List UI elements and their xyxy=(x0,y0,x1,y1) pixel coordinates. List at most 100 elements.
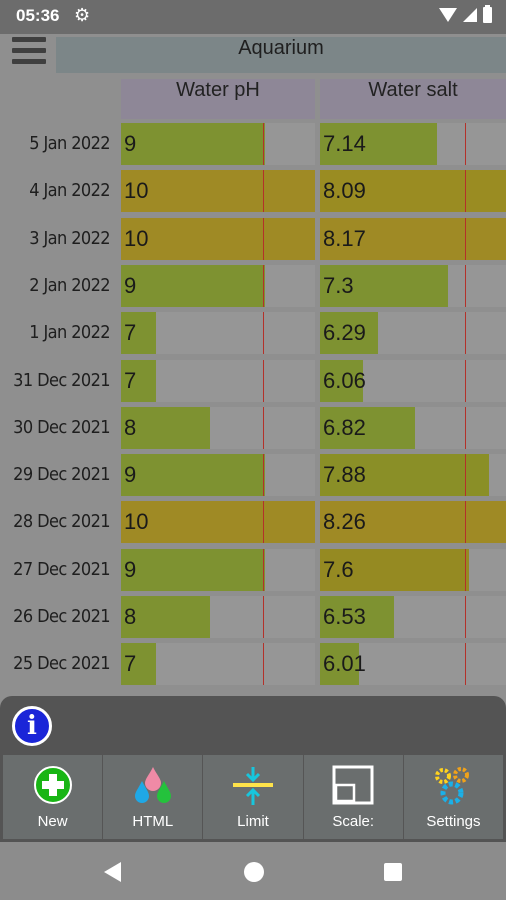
table-row[interactable]: 5 Jan 2022 9 7.14 xyxy=(0,121,506,168)
ph-value: 9 xyxy=(124,272,137,298)
ph-cell[interactable]: 8 xyxy=(121,406,315,449)
new-button[interactable]: New xyxy=(3,755,104,839)
limit-icon xyxy=(233,767,273,805)
ph-bar xyxy=(121,264,265,307)
salt-cell[interactable]: 7.88 xyxy=(320,454,506,497)
salt-cell[interactable]: 6.01 xyxy=(320,643,506,686)
salt-limit-line xyxy=(465,596,466,638)
ph-limit-line xyxy=(263,596,264,638)
ph-value: 8 xyxy=(124,604,137,629)
ph-bar xyxy=(121,643,156,686)
ph-bar xyxy=(121,596,211,638)
row-date: 27 Dec 2021 xyxy=(13,558,110,580)
toolbar: New HTML Limit Scale: Settings xyxy=(3,755,504,839)
salt-value: 8.26 xyxy=(323,509,366,535)
recents-icon[interactable] xyxy=(384,863,402,881)
back-icon[interactable] xyxy=(104,862,121,882)
salt-bar xyxy=(320,454,490,497)
ph-value: 10 xyxy=(124,178,149,204)
ph-cell[interactable]: 7 xyxy=(121,359,315,402)
ph-value: 7 xyxy=(124,651,137,677)
ph-value: 9 xyxy=(124,556,137,582)
salt-cell[interactable]: 6.82 xyxy=(320,406,506,449)
table-row[interactable]: 30 Dec 2021 8 6.82 xyxy=(0,405,506,452)
salt-value: 6.53 xyxy=(323,604,366,629)
menu-button[interactable] xyxy=(12,37,46,69)
info-button[interactable]: i xyxy=(12,706,52,746)
ph-limit-line xyxy=(263,501,264,544)
column-header-ph[interactable]: Water pH xyxy=(121,79,315,119)
salt-cell[interactable]: 8.17 xyxy=(320,217,506,260)
salt-limit-line xyxy=(465,406,466,449)
scale-button[interactable]: Scale: xyxy=(303,755,404,839)
row-date: 26 Dec 2021 xyxy=(13,606,110,627)
html-button[interactable]: HTML xyxy=(103,755,204,839)
salt-value: 7.3 xyxy=(323,272,354,298)
salt-cell[interactable]: 7.14 xyxy=(320,123,506,165)
table-row[interactable]: 1 Jan 2022 7 6.29 xyxy=(0,310,506,357)
ph-bar xyxy=(121,406,211,449)
ph-bar xyxy=(121,217,315,260)
table-row[interactable]: 3 Jan 2022 10 8.17 xyxy=(0,216,506,263)
signal-icon xyxy=(463,8,477,22)
ph-cell[interactable]: 7 xyxy=(121,312,315,355)
ph-cell[interactable]: 10 xyxy=(121,217,315,260)
ph-cell[interactable]: 10 xyxy=(121,170,315,213)
salt-cell[interactable]: 8.09 xyxy=(320,170,506,213)
ph-value: 7 xyxy=(124,320,137,346)
ph-bar xyxy=(121,359,156,402)
page-title: Aquarium xyxy=(56,37,506,73)
salt-limit-line xyxy=(465,643,466,686)
column-header-salt[interactable]: Water salt xyxy=(320,79,506,119)
salt-bar xyxy=(320,312,378,355)
ph-bar xyxy=(121,501,315,544)
salt-bar xyxy=(320,643,360,686)
row-date: 5 Jan 2022 xyxy=(29,133,110,154)
salt-bar xyxy=(320,406,415,449)
row-date: 4 Jan 2022 xyxy=(29,180,110,202)
table-row[interactable]: 29 Dec 2021 9 7.88 xyxy=(0,452,506,499)
table-row[interactable]: 27 Dec 2021 9 7.6 xyxy=(0,547,506,594)
ph-limit-line xyxy=(263,643,264,686)
table-row[interactable]: 2 Jan 2022 9 7.3 xyxy=(0,263,506,310)
limit-button-label: Limit xyxy=(237,813,269,830)
ph-cell[interactable]: 9 xyxy=(121,264,315,307)
salt-cell[interactable]: 8.26 xyxy=(320,501,506,544)
salt-value: 7.14 xyxy=(323,131,366,156)
table-row[interactable]: 26 Dec 2021 8 6.53 xyxy=(0,594,506,641)
salt-value: 8.17 xyxy=(323,225,366,251)
ph-limit-line xyxy=(263,264,264,307)
html-button-label: HTML xyxy=(132,813,174,830)
row-date: 25 Dec 2021 xyxy=(13,653,110,675)
table-row[interactable]: 25 Dec 2021 7 6.01 xyxy=(0,641,506,688)
salt-cell[interactable]: 6.29 xyxy=(320,312,506,355)
settings-button-label: Settings xyxy=(426,813,481,830)
ph-bar xyxy=(121,123,265,165)
ph-cell[interactable]: 8 xyxy=(121,596,315,638)
status-bar: 05:36 ⚙ xyxy=(0,0,506,34)
home-icon[interactable] xyxy=(244,862,264,882)
table-row[interactable]: 28 Dec 2021 10 8.26 xyxy=(0,499,506,546)
salt-limit-line xyxy=(465,454,466,497)
salt-bar xyxy=(320,264,449,307)
salt-cell[interactable]: 7.6 xyxy=(320,548,506,591)
table-row[interactable]: 31 Dec 2021 7 6.06 xyxy=(0,358,506,405)
ph-cell[interactable]: 7 xyxy=(121,643,315,686)
new-button-label: New xyxy=(37,813,68,830)
ph-bar xyxy=(121,170,315,213)
ph-cell[interactable]: 9 xyxy=(121,454,315,497)
ph-cell[interactable]: 10 xyxy=(121,501,315,544)
salt-cell[interactable]: 7.3 xyxy=(320,264,506,307)
table-row[interactable]: 4 Jan 2022 10 8.09 xyxy=(0,168,506,215)
wifi-icon xyxy=(439,8,457,22)
settings-button[interactable]: Settings xyxy=(403,755,504,839)
salt-cell[interactable]: 6.53 xyxy=(320,596,506,638)
limit-button[interactable]: Limit xyxy=(203,755,304,839)
drops-icon xyxy=(134,767,171,803)
salt-limit-line xyxy=(465,312,466,355)
battery-icon xyxy=(483,5,492,23)
salt-cell[interactable]: 6.06 xyxy=(320,359,506,402)
salt-value: 7.6 xyxy=(323,556,354,582)
ph-cell[interactable]: 9 xyxy=(121,548,315,591)
ph-cell[interactable]: 9 xyxy=(121,123,315,165)
